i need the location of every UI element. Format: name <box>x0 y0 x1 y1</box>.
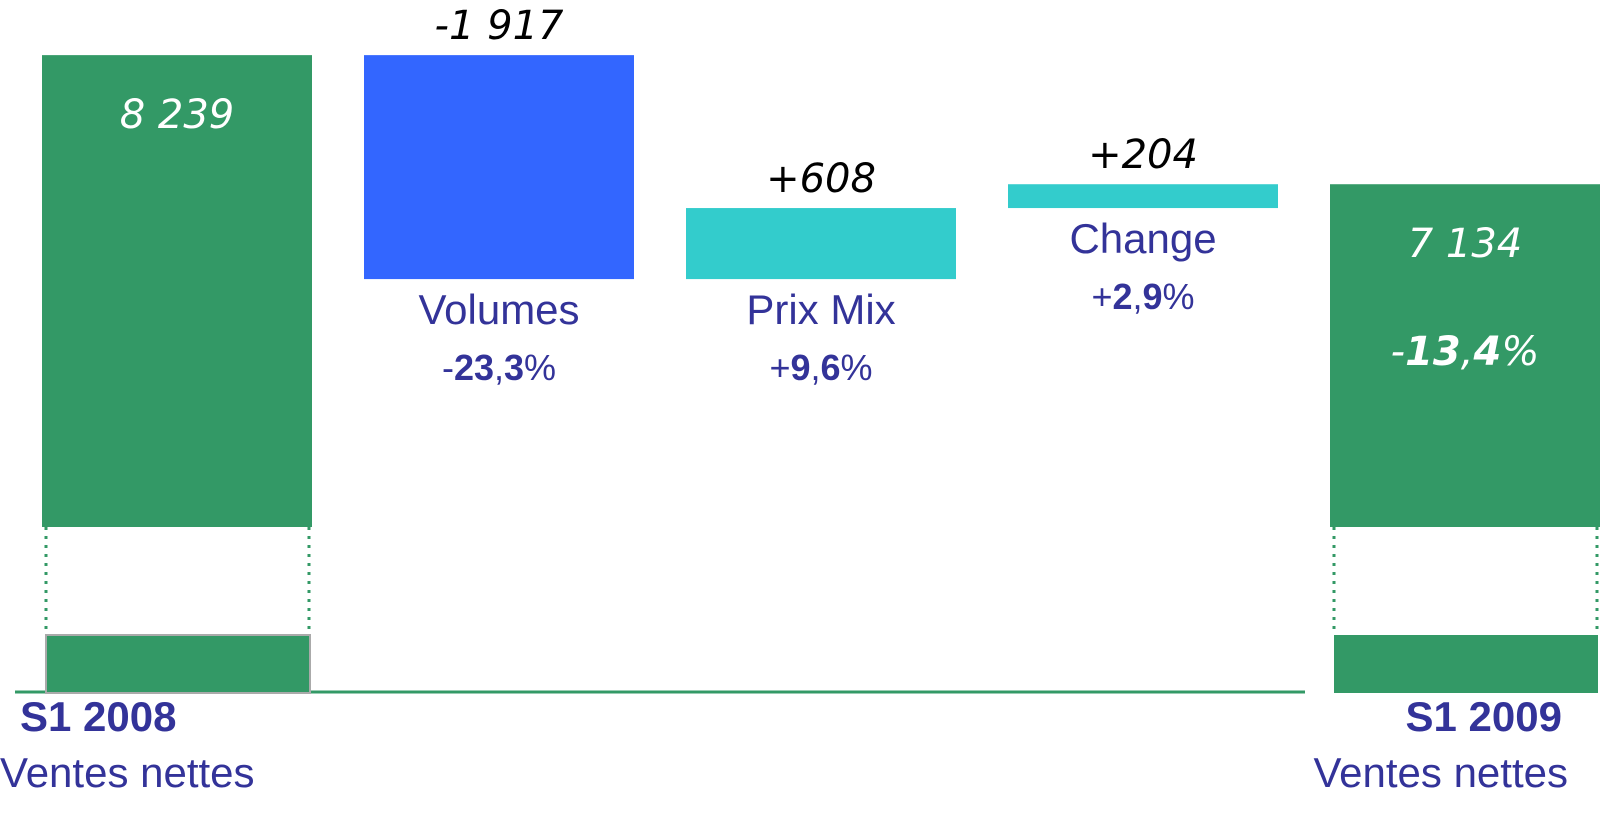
value-label: +608 <box>766 156 876 202</box>
value-label: -1 917 <box>435 3 564 49</box>
pct-label: -23,3% <box>442 347 556 388</box>
bar <box>364 55 634 280</box>
value-label: +204 <box>1088 132 1198 178</box>
pct-label: -13,4% <box>1391 329 1540 375</box>
bar <box>1008 184 1278 209</box>
category-label: S1 2009 <box>1406 693 1562 740</box>
bar-stub <box>45 634 311 694</box>
value-label: 8 239 <box>120 92 235 138</box>
pct-label: +2,9% <box>1091 276 1194 317</box>
bar <box>686 208 956 280</box>
category-label: Prix Mix <box>746 286 895 333</box>
category-label: Volumes <box>418 286 579 333</box>
bar-stub <box>1334 635 1598 693</box>
category-sublabel: Ventes nettes <box>0 749 255 796</box>
bar <box>1330 184 1600 527</box>
category-label: Change <box>1069 215 1216 262</box>
category-label: S1 2008 <box>20 693 176 740</box>
value-label: 7 134 <box>1408 221 1523 267</box>
category-sublabel: Ventes nettes <box>1313 749 1568 796</box>
pct-label: +9,6% <box>769 347 872 388</box>
bar <box>42 55 312 527</box>
